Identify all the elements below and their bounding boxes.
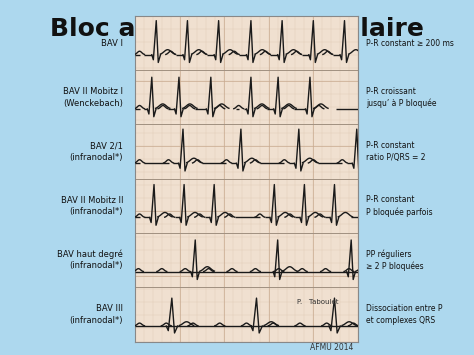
Text: Dissociation entre P
et complexes QRS: Dissociation entre P et complexes QRS <box>366 304 443 325</box>
Text: P-R croissant
jusqu’ à P bloquée: P-R croissant jusqu’ à P bloquée <box>366 87 437 108</box>
Text: BAV 2/1: BAV 2/1 <box>91 141 123 151</box>
Text: Bloc auriculo-ventriculaire: Bloc auriculo-ventriculaire <box>50 17 424 40</box>
Text: P-R constant ≥ 200 ms: P-R constant ≥ 200 ms <box>366 39 454 48</box>
Text: BAV haut degré: BAV haut degré <box>57 250 123 259</box>
Text: (Wenckebach): (Wenckebach) <box>64 99 123 108</box>
Text: BAV II Mobitz II: BAV II Mobitz II <box>61 196 123 205</box>
Text: P.   Taboulet: P. Taboulet <box>297 300 338 305</box>
Text: P-R constant
P bloquée parfois: P-R constant P bloquée parfois <box>366 195 433 217</box>
Text: (infranodal*): (infranodal*) <box>70 207 123 216</box>
Text: P-R constant
ratio P/QRS = 2: P-R constant ratio P/QRS = 2 <box>366 141 426 162</box>
Text: BAV I: BAV I <box>101 39 123 48</box>
Text: (infranodal*): (infranodal*) <box>70 316 123 324</box>
Text: BAV III: BAV III <box>96 304 123 313</box>
Text: PP réguliers
≥ 2 P bloquées: PP réguliers ≥ 2 P bloquées <box>366 249 424 271</box>
Text: (infranodal*): (infranodal*) <box>70 153 123 162</box>
Text: (infranodal*): (infranodal*) <box>70 261 123 270</box>
Text: AFMU 2014: AFMU 2014 <box>310 343 353 352</box>
Text: BAV II Mobitz I: BAV II Mobitz I <box>63 87 123 96</box>
